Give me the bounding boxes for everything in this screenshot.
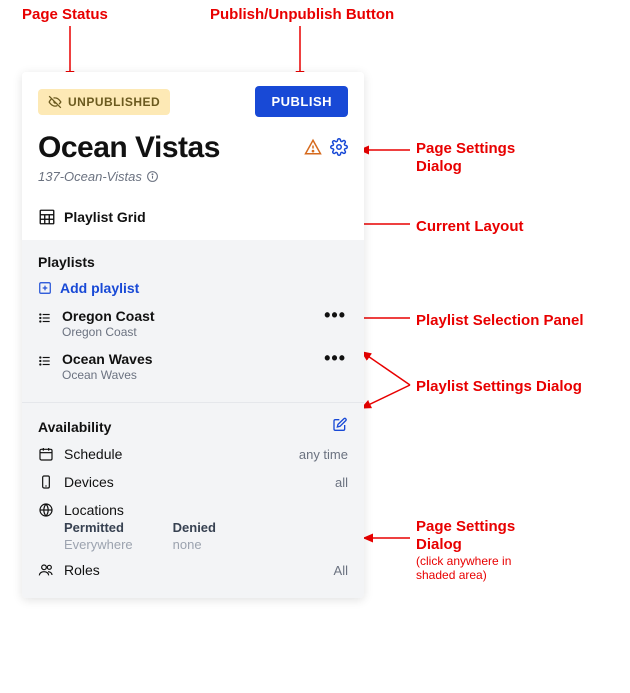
playlists-section: Playlists Add playlist Oregon CoastOrego… [22,240,364,402]
publish-button[interactable]: PUBLISH [255,86,348,117]
edit-icon[interactable] [332,417,348,436]
add-playlist-button[interactable]: Add playlist [38,274,348,302]
playlist-item[interactable]: Ocean WavesOcean Waves ••• [38,345,348,388]
anno-current-layout: Current Layout [416,218,524,236]
plus-square-icon [38,281,52,295]
anno-avail-sub: (click anywhere in shaded area) [416,554,511,583]
playlist-more-button[interactable]: ••• [322,351,348,365]
roles-value: All [334,563,348,578]
anno-publish-btn: Publish/Unpublish Button [210,6,394,24]
playlist-title: Ocean Waves [62,351,312,367]
eye-off-icon [48,95,62,109]
playlist-title: Oregon Coast [62,308,312,324]
list-icon [38,351,52,371]
anno-avail-dialog: Page Settings Dialog [416,518,515,554]
devices-label: Devices [64,474,325,490]
page-header: UNPUBLISHED PUBLISH Ocean Vistas 137-Oce… [22,72,364,196]
layout-row[interactable]: Playlist Grid [22,196,364,240]
denied-header: Denied [173,520,216,535]
info-icon[interactable] [146,170,159,183]
anno-playlist-panel: Playlist Selection Panel [416,312,584,330]
grid-icon [38,208,56,226]
anno-settings-dialog: Page Settings Dialog [416,140,515,176]
roles-label: Roles [64,562,324,578]
warning-icon[interactable] [304,138,322,159]
playlist-subtitle: Ocean Waves [62,368,312,382]
devices-row[interactable]: Devices all [38,468,348,496]
schedule-label: Schedule [64,446,289,462]
locations-row[interactable]: Locations [38,496,348,520]
calendar-icon [38,446,54,462]
denied-value: none [173,537,216,552]
schedule-value: any time [299,447,348,462]
availability-title: Availability [38,419,111,435]
status-badge-label: UNPUBLISHED [68,95,160,109]
locations-label: Locations [64,502,348,518]
anno-page-status: Page Status [22,6,108,24]
page-title: Ocean Vistas [38,131,220,165]
schedule-row[interactable]: Schedule any time [38,440,348,468]
page-slug: 137-Ocean-Vistas [38,169,348,184]
playlist-item[interactable]: Oregon CoastOregon Coast ••• [38,302,348,345]
anno-playlist-settings: Playlist Settings Dialog [416,378,582,396]
playlist-more-button[interactable]: ••• [322,308,348,322]
devices-value: all [335,475,348,490]
publish-button-label: PUBLISH [271,94,332,109]
permitted-value: Everywhere [64,537,133,552]
availability-section[interactable]: Availability Schedule any time Devices a… [22,402,364,598]
users-icon [38,562,54,578]
status-badge: UNPUBLISHED [38,89,170,115]
page-panel: UNPUBLISHED PUBLISH Ocean Vistas 137-Oce… [22,72,364,598]
permitted-header: Permitted [64,520,133,535]
device-icon [38,474,54,490]
add-playlist-label: Add playlist [60,280,139,296]
roles-row[interactable]: Roles All [38,552,348,584]
list-icon [38,308,52,328]
locations-grid: Permitted Everywhere Denied none [38,520,348,552]
gear-icon[interactable] [330,138,348,159]
layout-label: Playlist Grid [64,209,146,225]
playlist-subtitle: Oregon Coast [62,325,312,339]
playlists-title: Playlists [38,254,95,270]
globe-icon [38,502,54,518]
